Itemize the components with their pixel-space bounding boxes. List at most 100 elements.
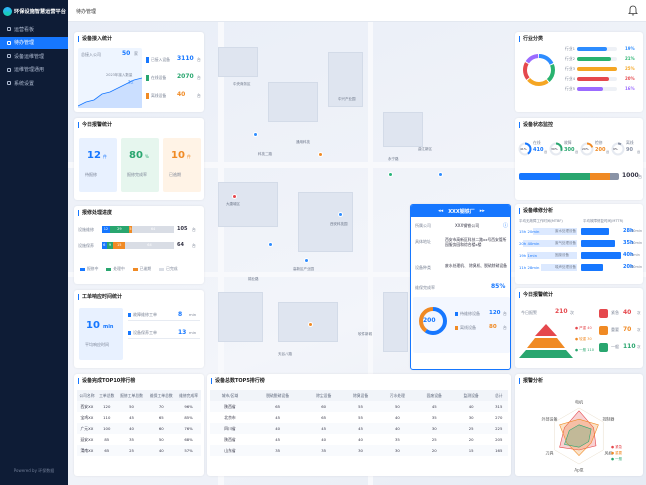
radar-series xyxy=(564,424,592,448)
table-cell: 165 xyxy=(489,445,508,456)
map-marker[interactable] xyxy=(388,172,393,177)
table-row[interactable]: 陕西省 45 40 40 35 25 20 205 xyxy=(210,434,508,445)
top5-header-cell: 固废设备 xyxy=(415,390,453,401)
table-cell: 315 xyxy=(489,401,508,412)
radar-series xyxy=(559,410,597,451)
divider xyxy=(128,320,200,321)
table-row[interactable]: 宝鸡XX 110 45 65 85% xyxy=(77,412,201,423)
table-row[interactable]: 陕西省 65 60 55 50 45 40 315 xyxy=(210,401,508,412)
access-item-value: 2070 xyxy=(177,73,194,80)
donut-slice xyxy=(523,54,555,86)
mttr-value: 35h xyxy=(623,240,634,246)
radar-axis-label: 风机 xyxy=(604,450,612,456)
bell-icon[interactable] xyxy=(628,5,638,16)
popup-item-unit: 台 xyxy=(503,325,507,330)
response-row-unit: min xyxy=(189,330,197,335)
mtbf-bar xyxy=(527,252,577,259)
industry-bar xyxy=(577,47,608,51)
table-row[interactable]: 渭南XX 65 25 40 57% xyxy=(77,445,201,456)
alarm-right-value: 40 xyxy=(623,309,632,316)
repair-progress-card: 报修处理进度 设施维修 12 29 5 64 105 台设施保养 6 9 15 64 64 台 报修中处… xyxy=(74,206,204,284)
table-row[interactable]: 西安XX 120 50 70 96% xyxy=(77,401,201,412)
table-row[interactable]: 山东省 35 35 30 30 20 15 165 xyxy=(210,445,508,456)
response-time-card: 工单响应时间统计 10 min 平均响应时间 故障维修工单 8 min 设备保养工单 1… xyxy=(74,290,204,368)
map-marker[interactable] xyxy=(338,212,343,217)
progress-segment: 29 xyxy=(109,226,129,233)
status-label: 故障 xyxy=(564,140,572,145)
map-marker[interactable] xyxy=(308,322,313,327)
table-cell: 57% xyxy=(176,445,201,456)
mtbf-value: 11h 28min xyxy=(519,265,540,270)
table-cell: 40 xyxy=(146,445,177,456)
table-cell: 35 xyxy=(129,437,134,442)
table-row[interactable]: 广元XX 100 40 60 76% xyxy=(77,423,201,434)
nav-item-ops-general[interactable]: 运维管理通用 xyxy=(0,64,68,76)
map-marker[interactable] xyxy=(268,242,273,247)
alarm-tile-value: 12 xyxy=(87,150,101,161)
marker xyxy=(146,57,149,63)
access-trend: 总接入公司 50 家 2023年接入数量 32 xyxy=(78,48,142,108)
alarm-tile[interactable]: 12 件待报修 xyxy=(79,138,117,192)
radar-legend-item: ● 紧急 xyxy=(611,445,623,449)
progress-segment: 64 xyxy=(124,242,174,249)
info-icon[interactable]: ⓘ xyxy=(503,223,509,229)
status-value: 200 xyxy=(595,147,606,153)
table-cell: 35 xyxy=(249,445,306,456)
table-row[interactable]: 北京市 45 65 55 40 35 30 270 xyxy=(210,412,508,423)
map-marker[interactable] xyxy=(438,172,443,177)
table-cell: 50 xyxy=(158,437,164,442)
alarm-pyramid xyxy=(519,324,573,358)
map-marker[interactable] xyxy=(304,258,309,263)
table-cell: 270 xyxy=(495,415,503,420)
access-item-unit: 台 xyxy=(197,93,201,98)
alarm-level-icon xyxy=(599,326,608,335)
industry-pct: 21% xyxy=(625,56,635,61)
response-row-label: 设备保养工单 xyxy=(133,330,157,335)
nav-item-todo[interactable]: 待办管理 xyxy=(0,36,68,49)
progress-legend: 报修中 处理中 已逾期 已完成 xyxy=(80,266,200,272)
table-cell: 四川省 xyxy=(210,423,250,434)
status-unit: 台 xyxy=(575,150,579,154)
table-cell: 40 xyxy=(452,401,490,412)
radar-legend: ● 紧急 ● 重要 ● 一般 xyxy=(611,444,641,462)
nav-item-settings[interactable]: 系统设置 xyxy=(0,77,68,89)
alarm-tile[interactable]: 80% 报修完成率 xyxy=(121,138,159,192)
progress-segment: 6 xyxy=(102,242,107,249)
table-row[interactable]: 四川省 40 45 45 40 30 25 225 xyxy=(210,423,508,434)
map-marker[interactable] xyxy=(253,132,258,137)
top10-table: 公司名称 工单总数 报修工单总数 维保工单总数 维修完成率 西安XX 120 50 70 96% 宝… xyxy=(77,390,201,456)
device-type-label: 废水处理设备 xyxy=(555,229,576,233)
mtbf-value: 20h 40min xyxy=(519,241,540,246)
top5-header-cell: 总计 xyxy=(489,390,508,401)
mttr-value: 40h xyxy=(623,252,634,258)
alarm-tile-unit: % xyxy=(145,154,149,159)
table-cell: 100 xyxy=(96,423,117,434)
status-ring xyxy=(518,142,532,156)
table-row[interactable]: 延安XX 85 35 50 68% xyxy=(77,434,201,445)
response-row-unit: min xyxy=(189,312,197,317)
alarm-tile[interactable]: 10 件已逾期 xyxy=(163,138,201,192)
trend-chart xyxy=(78,77,142,108)
access-item-label: 离线设备 xyxy=(151,93,167,98)
prev-arrow-icon[interactable]: ◂◂ xyxy=(438,208,444,214)
next-arrow-icon[interactable]: ▸▸ xyxy=(479,208,485,214)
legend-item: 已逾期 xyxy=(132,266,151,272)
nav-item-device-ops[interactable]: 设备运维管理 xyxy=(0,50,68,62)
radar-axis-label: 外部设备 xyxy=(542,416,558,422)
map-marker[interactable] xyxy=(232,194,237,199)
table-cell: 50 xyxy=(116,401,147,412)
top10-card: 设备完成TOP10排行榜 公司名称 工单总数 报修工单总数 维保工单总数 维修完成率 西安… xyxy=(74,374,204,476)
table-cell: 渭南XX xyxy=(77,445,97,456)
table-cell: 延安XX xyxy=(80,436,94,442)
top10-header-cell: 报修工单总数 xyxy=(116,390,147,401)
alarm-right-label: 重要 xyxy=(611,327,619,332)
donut-slice xyxy=(523,54,555,86)
nav-item-dashboard[interactable]: 运营看板 xyxy=(0,23,68,35)
status-pct: 41% xyxy=(520,147,527,151)
access-item-unit: 台 xyxy=(197,75,201,80)
map-marker[interactable] xyxy=(318,152,323,157)
mttr-value: 20h xyxy=(623,264,634,270)
legend-label: 报修中 xyxy=(87,266,99,271)
table-cell: 225 xyxy=(489,423,508,434)
alarm-tile-label: 已逾期 xyxy=(169,172,181,177)
